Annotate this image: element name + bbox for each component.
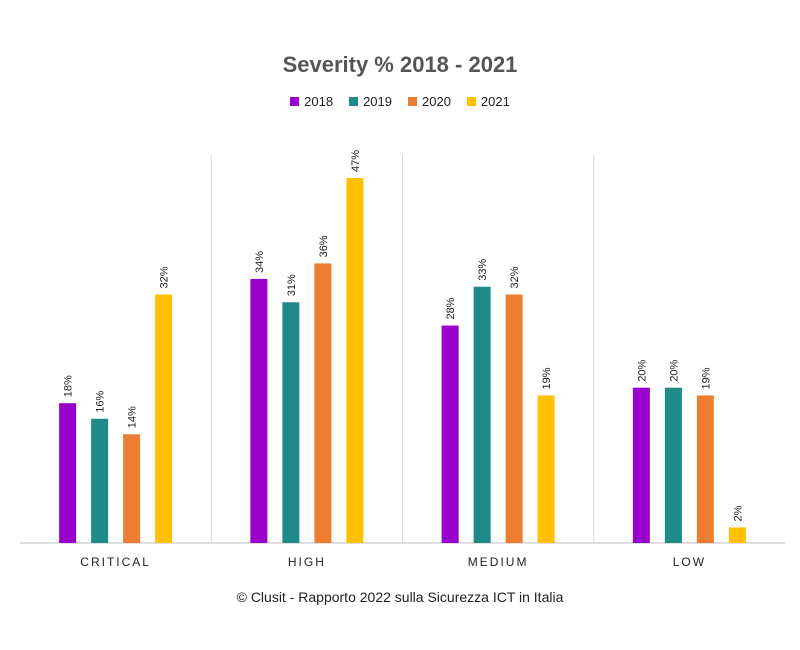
legend-swatch-2018	[290, 97, 300, 106]
bar-2019-high	[282, 302, 300, 543]
bar-2018-medium	[441, 325, 459, 543]
legend-swatch-2021	[466, 97, 476, 106]
data-label: 31%	[286, 274, 298, 296]
chart-legend: 2018 2019 2020 2021	[0, 94, 800, 109]
bar-2019-critical	[91, 418, 109, 543]
bar-2020-critical	[123, 434, 141, 543]
data-label: 16%	[95, 391, 107, 413]
legend-label-2021: 2021	[480, 94, 510, 109]
data-label: 47%	[350, 150, 362, 172]
data-label: 19%	[700, 367, 712, 389]
bar-2018-critical	[59, 403, 77, 543]
bar-2019-medium	[473, 286, 491, 543]
legend-item-2021: 2021	[466, 94, 510, 109]
data-label: 36%	[318, 235, 330, 257]
legend-item-2018: 2018	[290, 94, 333, 109]
data-label: 20%	[636, 359, 648, 381]
legend-item-2019: 2019	[349, 94, 392, 109]
x-tick-label: CRITICAL	[80, 555, 151, 569]
legend-swatch-2020	[408, 97, 417, 106]
bar-2018-low	[632, 387, 650, 543]
bar-2021-critical	[155, 294, 173, 543]
bar-2018-high	[250, 278, 268, 543]
data-label: 20%	[668, 359, 680, 381]
legend-label-2020: 2020	[422, 94, 451, 109]
copyright-caption: © Clusit - Rapporto 2022 sulla Sicurezza…	[236, 589, 564, 605]
legend-label-2018: 2018	[304, 94, 334, 109]
legend-item-2020: 2020	[408, 94, 451, 109]
x-tick-label: LOW	[673, 555, 706, 569]
bar-2021-medium	[537, 395, 555, 543]
bar-2020-medium	[505, 294, 523, 543]
data-label: 14%	[127, 406, 139, 428]
data-label: 19%	[541, 367, 553, 389]
bar-2019-low	[664, 387, 682, 543]
bar-2020-low	[696, 395, 714, 543]
data-label: 33%	[477, 258, 489, 280]
legend-swatch-2019	[349, 97, 359, 106]
bar-2021-high	[346, 178, 364, 543]
legend-label-2019: 2019	[363, 94, 392, 109]
data-label: 2%	[732, 505, 744, 521]
bar-2020-high	[314, 263, 332, 543]
chart-title: Severity % 2018 - 2021	[282, 52, 518, 77]
data-label: 18%	[63, 375, 75, 397]
bar-2021-low	[728, 527, 746, 543]
data-label: 28%	[445, 297, 457, 319]
data-label: 32%	[509, 266, 521, 288]
data-label: 32%	[159, 266, 171, 288]
data-label: 34%	[254, 251, 266, 273]
x-tick-label: MEDIUM	[468, 555, 529, 569]
x-tick-label: HIGH	[288, 555, 326, 569]
